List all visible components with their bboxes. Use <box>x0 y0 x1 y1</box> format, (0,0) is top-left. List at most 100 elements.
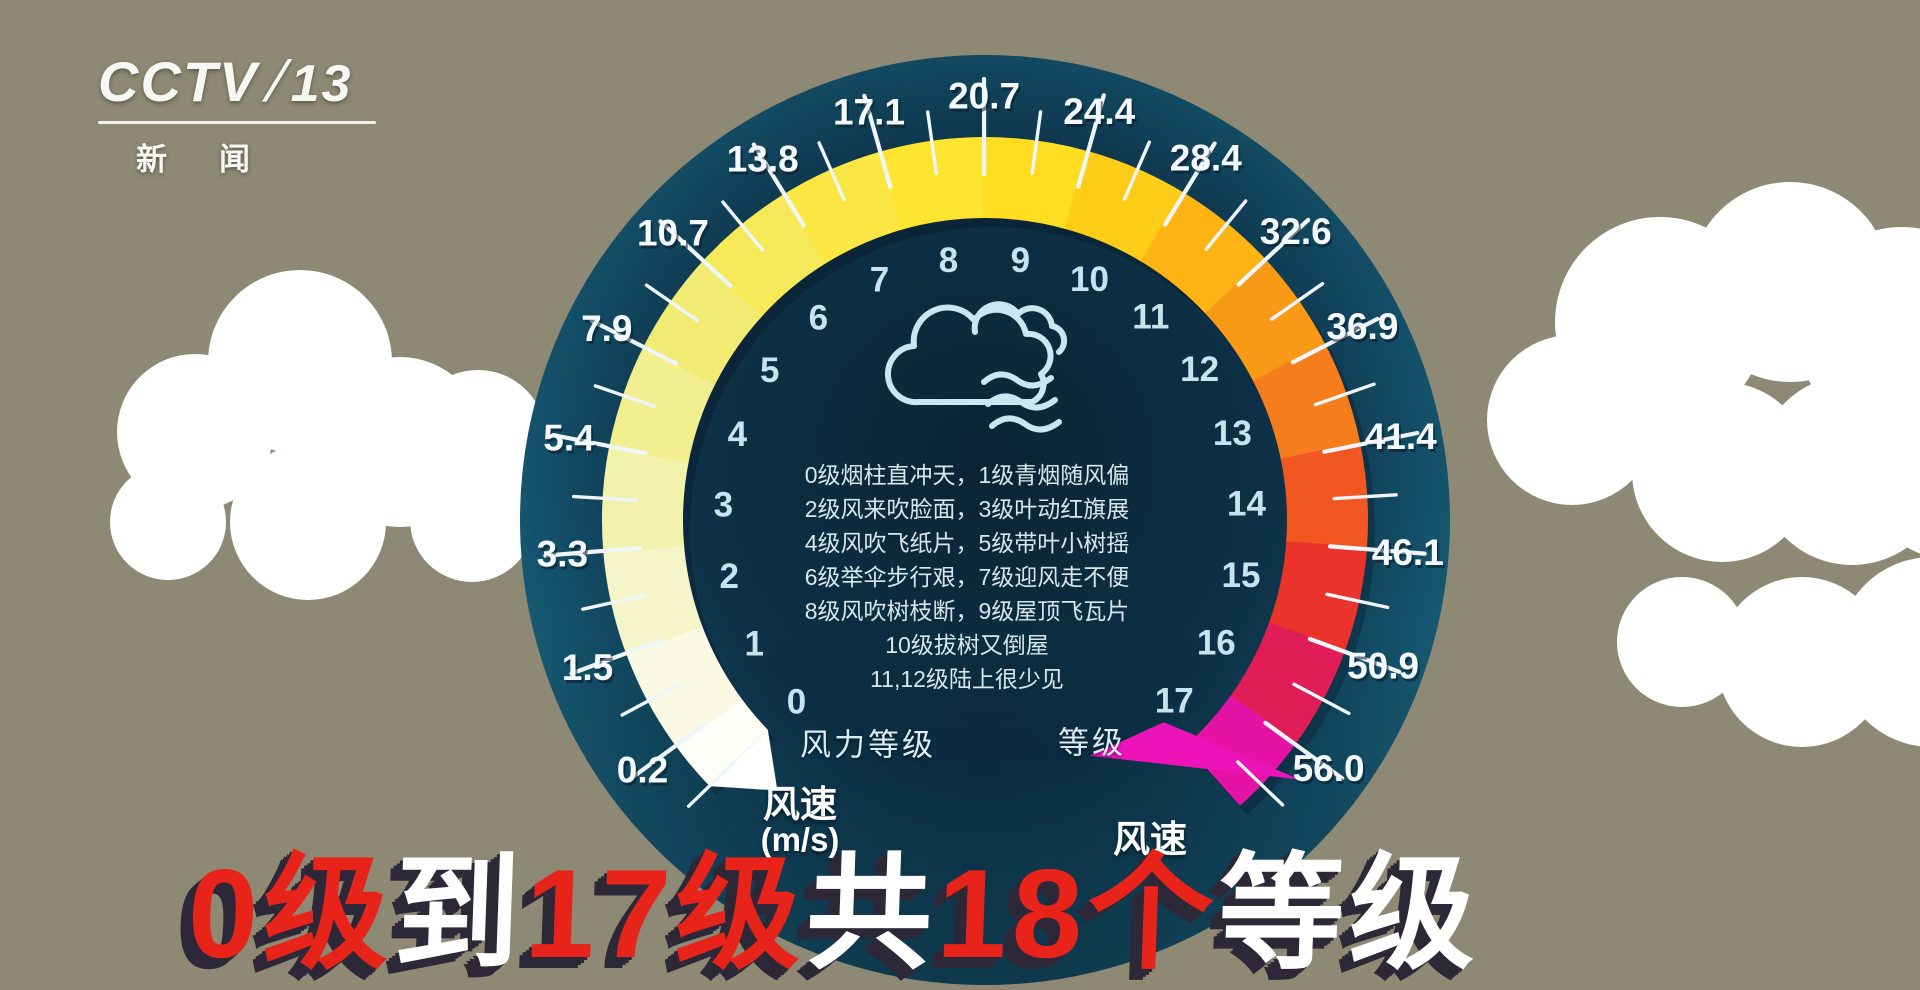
gauge-band-segment <box>626 625 743 748</box>
level-label: 17 <box>1155 682 1194 721</box>
minor-tick <box>686 761 735 808</box>
minor-tick <box>817 141 846 202</box>
level-label: 0 <box>787 683 806 722</box>
gauge-band-segment <box>981 136 1089 230</box>
wind-wave-icon <box>981 371 1054 389</box>
level-label: 8 <box>939 241 958 280</box>
minor-tick <box>1204 199 1248 251</box>
minor-tick <box>593 384 656 408</box>
speed-label-shadow: 20.7 <box>950 79 1022 120</box>
speed-label-shadow: 46.1 <box>1374 535 1446 576</box>
headline-segment: 共 <box>803 843 940 984</box>
outer-scale-caption-left: 风速 (m/s) <box>760 786 840 858</box>
speed-label-shadow: 5.4 <box>545 421 597 462</box>
cloud-right-lower <box>1617 577 1747 707</box>
gauge-band-segment <box>675 698 768 787</box>
boundary-tick <box>569 638 663 676</box>
boundary-tick <box>1322 430 1420 454</box>
gauge-band-segment <box>601 446 689 554</box>
boundary-tick <box>862 93 893 190</box>
logo-underline <box>98 121 376 124</box>
level-label: 4 <box>728 415 748 454</box>
level-label: 14 <box>1227 485 1266 524</box>
minor-tick <box>1332 493 1398 501</box>
level-label: 9 <box>1011 241 1030 280</box>
gauge-description-line: 11,12级陆上很少见 <box>870 666 1064 692</box>
speed-label-shadow: 56.0 <box>1295 751 1367 792</box>
inner-scale-caption-left: 风力等级 <box>800 727 936 763</box>
speed-label: 1.5 <box>562 647 613 688</box>
boundary-tick <box>751 142 806 228</box>
minor-tick <box>581 594 645 611</box>
channel-subtitle: 新闻 <box>136 142 302 177</box>
gauge-band-segment <box>1268 541 1368 652</box>
gauge-band-segment <box>1140 191 1266 315</box>
background-clouds <box>110 182 1920 747</box>
headline-segment: 等级 <box>1215 843 1483 984</box>
minor-tick <box>572 494 638 502</box>
speed-label: 36.9 <box>1326 306 1398 347</box>
speed-label-shadow: 17.1 <box>835 95 907 136</box>
speed-label: 13.8 <box>727 139 799 180</box>
speed-label: 32.6 <box>1260 211 1332 252</box>
boundary-tick <box>1327 544 1427 556</box>
headline-segment: 18个 <box>934 843 1221 984</box>
boundary-tick <box>658 219 733 288</box>
speed-label-shadow: 7.9 <box>583 311 634 352</box>
small-cloud-icon <box>971 301 1068 355</box>
gauge-description-line: 0级烟柱直冲天，1级青烟随风偏 <box>804 462 1130 488</box>
gauge-description: 0级烟柱直冲天，1级青烟随风偏 2级风来吹脸面，3级叶动红旗展 4级风吹飞纸片，5级… <box>747 458 1187 696</box>
gauge-description-line: 8级风吹树枝断，9级屋顶飞瓦片 <box>804 598 1130 624</box>
gauge-band-segment <box>608 346 716 464</box>
speed-label: 3.3 <box>537 534 588 575</box>
level-label: 1 <box>744 625 763 664</box>
outer-scale-caption-left-unit: (m/s) <box>760 821 840 858</box>
gauge-band-segment <box>1280 442 1369 550</box>
gauge-band-segment <box>642 260 763 386</box>
speed-label-shadow: 36.9 <box>1328 309 1400 350</box>
gauge-end-arrow <box>1089 722 1300 780</box>
gauge-band-segment <box>1252 343 1361 461</box>
boundary-tick <box>1076 93 1106 189</box>
minor-tick <box>1325 592 1390 610</box>
speed-label-shadow: 41.4 <box>1367 419 1439 460</box>
gauge-description-line: 2级风来吹脸面，3级叶动红旗展 <box>804 496 1130 522</box>
boundary-tick <box>589 318 679 366</box>
speed-labels: 0.20.21.51.53.33.35.45.47.97.910.710.713… <box>537 76 1446 794</box>
speed-label: 10.7 <box>637 212 709 253</box>
boundary-tick <box>1290 316 1380 365</box>
level-label: 5 <box>760 351 779 390</box>
minor-tick <box>1313 382 1376 407</box>
cloud-left <box>230 444 386 600</box>
cloud-wind-icon <box>885 301 1068 433</box>
minor-tick <box>1030 110 1043 175</box>
speed-label-shadow: 0.2 <box>619 753 670 794</box>
speed-label: 56.0 <box>1293 748 1365 789</box>
gauge-description-line: 6级举伞步行艰，7级迎风走不便 <box>804 564 1130 590</box>
channel-number: 13 <box>290 55 353 113</box>
speed-label: 46.1 <box>1372 532 1444 573</box>
speed-label-shadow: 3.3 <box>539 537 590 578</box>
logo-slash: / <box>263 49 292 114</box>
level-label: 15 <box>1222 556 1261 595</box>
speed-label-shadow: 32.6 <box>1262 214 1334 255</box>
gauge-band-segment <box>1229 622 1346 745</box>
speed-label: 0.2 <box>617 750 668 791</box>
level-label: 12 <box>1180 350 1219 389</box>
gauge-band-segment <box>782 151 903 264</box>
speed-label: 28.4 <box>1170 138 1242 179</box>
minor-tick <box>620 684 679 717</box>
channel-name: CCTV <box>98 50 259 113</box>
level-label: 16 <box>1197 624 1236 663</box>
level-label: 2 <box>719 557 738 596</box>
minor-tick <box>1236 760 1285 807</box>
cloud-left <box>410 370 546 506</box>
boundary-tick <box>543 545 643 558</box>
headline-banner: 0级到17级共18个等级 <box>186 843 1483 984</box>
wind-wave-icon <box>989 415 1062 433</box>
boundary-tick <box>1162 141 1217 227</box>
gauge-band-segment <box>1205 257 1326 383</box>
speed-label-shadow: 10.7 <box>639 215 711 256</box>
